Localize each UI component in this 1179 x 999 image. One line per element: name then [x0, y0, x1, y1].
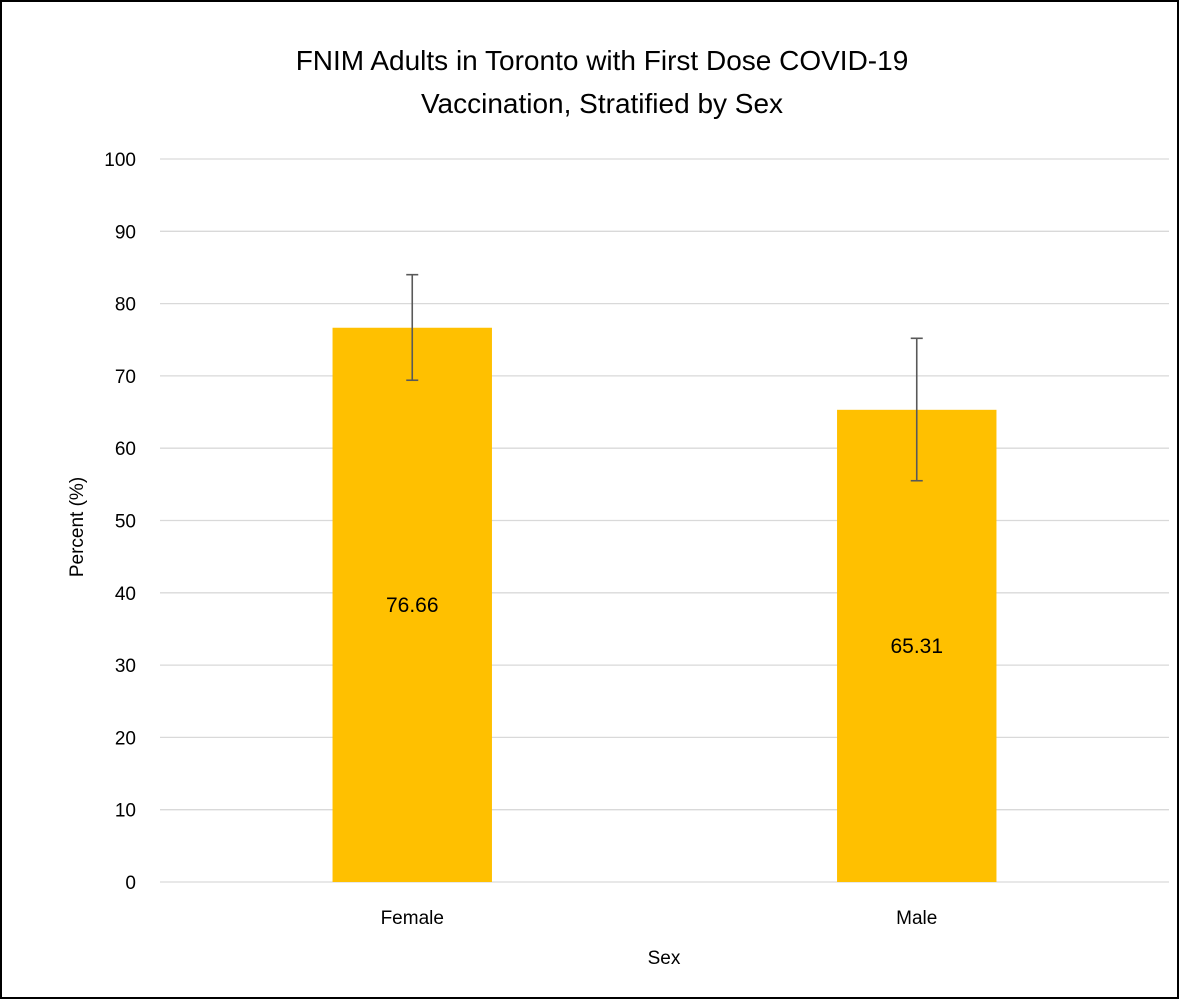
- y-tick-label-10: 10: [115, 801, 136, 822]
- x-tick-label-male: Male: [896, 908, 937, 929]
- gridlines: [160, 158, 1169, 883]
- y-axis-label: Percent (%): [67, 477, 88, 577]
- y-tick-label-70: 70: [115, 367, 136, 388]
- y-tick-label-90: 90: [115, 222, 136, 243]
- y-axis-tick-labels: 0 10 20 30 40 50 60 70 80 90 100: [104, 150, 136, 894]
- error-bars: [406, 273, 923, 482]
- chart-title-line-2: Vaccination, Stratified by Sex: [421, 88, 783, 119]
- y-tick-label-60: 60: [115, 439, 136, 460]
- data-label-male: 65.31: [890, 635, 943, 658]
- bars: [332, 327, 997, 883]
- data-labels: 76.66 65.31: [386, 594, 943, 658]
- data-label-female: 76.66: [386, 594, 439, 617]
- y-tick-label-20: 20: [115, 728, 136, 749]
- y-tick-label-100: 100: [104, 150, 136, 171]
- chart-title: FNIM Adults in Toronto with First Dose C…: [296, 45, 909, 119]
- y-tick-label-0: 0: [125, 873, 136, 894]
- x-tick-label-female: Female: [381, 908, 444, 929]
- chart-title-line-1: FNIM Adults in Toronto with First Dose C…: [296, 45, 909, 76]
- bar-female: [332, 327, 492, 883]
- y-tick-label-30: 30: [115, 656, 136, 677]
- y-tick-label-40: 40: [115, 584, 136, 605]
- x-axis-tick-labels: Female Male: [381, 908, 938, 929]
- bar-male: [837, 409, 997, 882]
- x-axis-label: Sex: [648, 948, 681, 969]
- y-tick-label-80: 80: [115, 295, 136, 316]
- y-tick-label-50: 50: [115, 512, 136, 533]
